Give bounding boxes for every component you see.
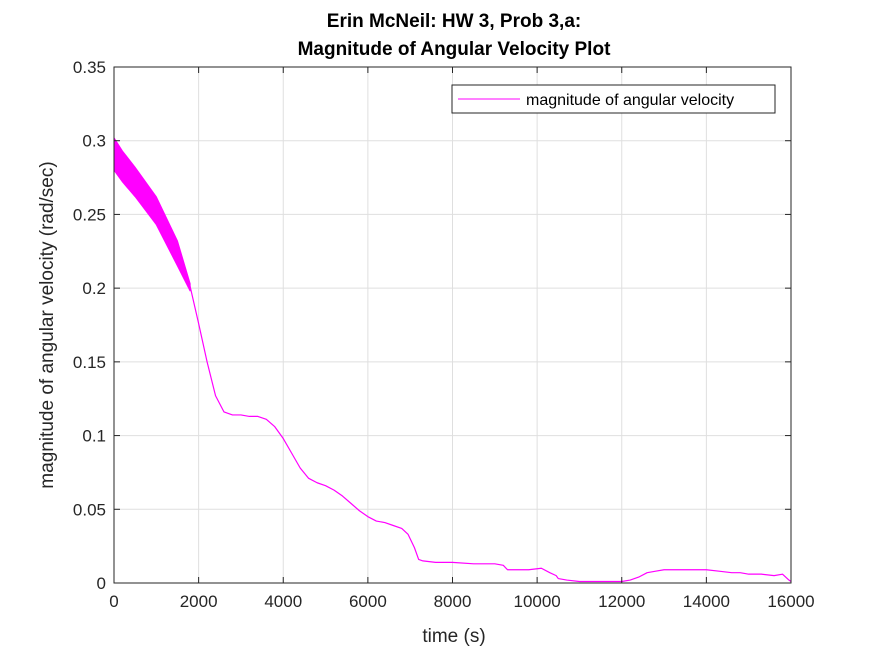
y-tick-label: 0.1: [82, 427, 106, 446]
x-tick-label: 12000: [598, 592, 645, 611]
y-axis-label: magnitude of angular velocity (rad/sec): [37, 161, 58, 488]
y-tick-label: 0.15: [73, 353, 106, 372]
x-tick-label: 4000: [264, 592, 302, 611]
x-tick-label: 16000: [767, 592, 814, 611]
ticks: 0 2000 4000 6000 8000 10000 12000 14000 16000 0 0.…: [73, 58, 815, 611]
y-tick-label: 0: [97, 574, 106, 593]
y-tick-label: 0.2: [82, 279, 106, 298]
x-tick-label: 8000: [434, 592, 472, 611]
y-tick-label: 0.05: [73, 500, 106, 519]
legend: magnitude of angular velocity: [451, 84, 776, 114]
series-oscillation-band: [113, 136, 191, 292]
y-tick-label: 0.25: [73, 205, 106, 224]
y-tick-label: 0.3: [82, 132, 106, 151]
chart-title-line-2: Magnitude of Angular Velocity Plot: [298, 39, 611, 60]
legend-entry-label: magnitude of angular velocity: [526, 92, 734, 109]
series-layer: [113, 136, 792, 583]
y-tick-label: 0.35: [73, 58, 106, 77]
x-tick-label: 0: [109, 592, 118, 611]
x-tick-label: 14000: [683, 592, 730, 611]
x-tick-label: 6000: [349, 592, 387, 611]
x-tick-label: 2000: [180, 592, 218, 611]
x-axis-label: time (s): [422, 626, 485, 647]
chart-title-line-1: Erin McNeil: HW 3, Prob 3,a:: [327, 11, 581, 32]
x-tick-label: 10000: [513, 592, 560, 611]
series-line-0: [113, 153, 792, 583]
